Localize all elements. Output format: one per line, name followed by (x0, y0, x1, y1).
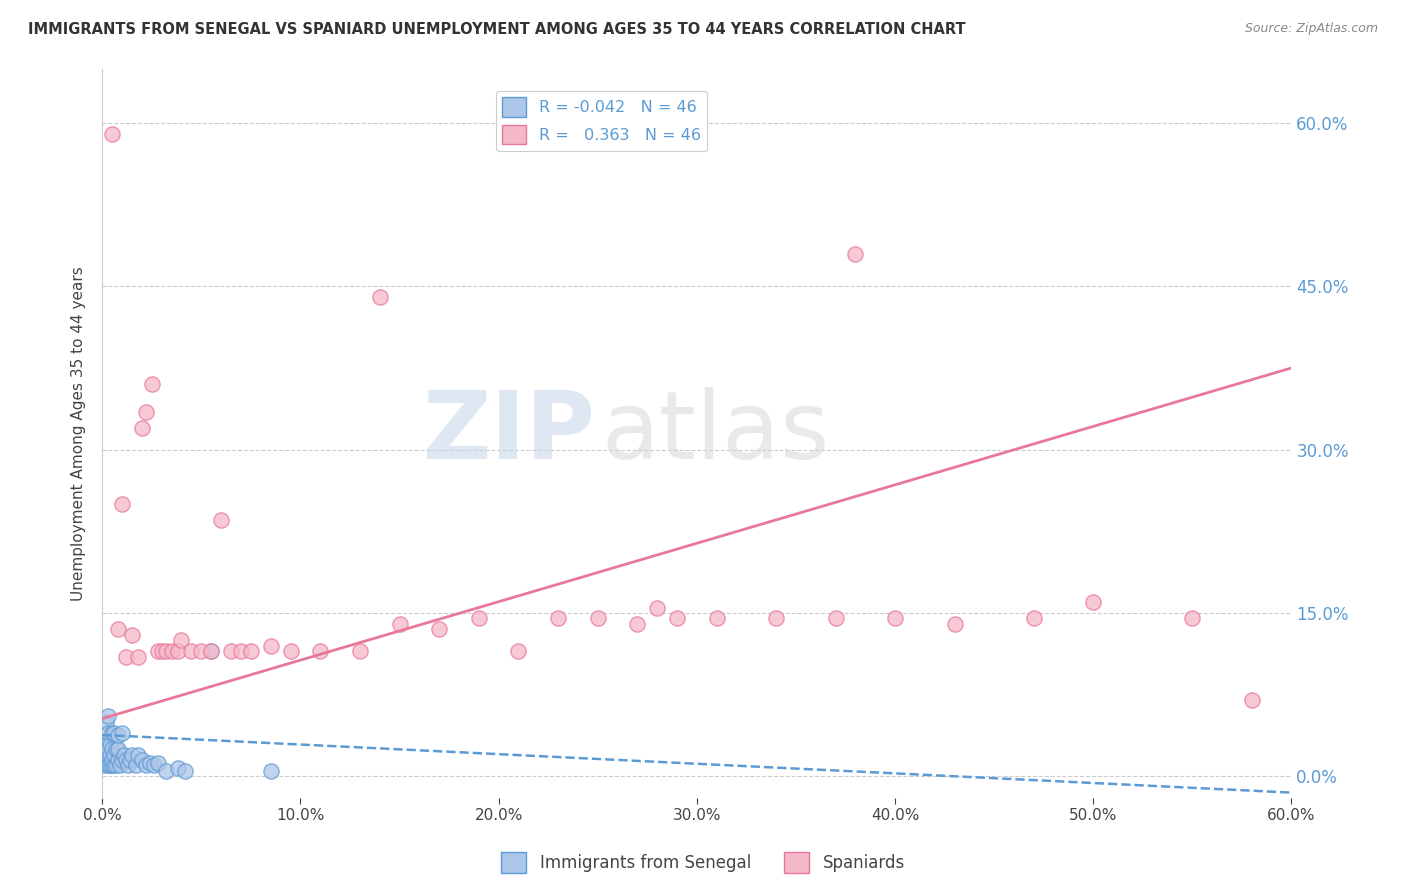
Point (229, 644, 252, 658)
Point (260, 639, 283, 653)
Point (139, 756, 162, 771)
Point (174, 764, 197, 778)
Point (260, 764, 283, 778)
Point (135, 758, 157, 772)
Point (131, 421, 153, 435)
Point (166, 644, 188, 658)
Point (118, 753, 141, 767)
Point (645, 600, 668, 615)
Point (146, 644, 169, 658)
Point (101, 758, 124, 772)
Point (101, 127, 124, 141)
Point (547, 611, 569, 625)
Point (101, 742, 124, 756)
Text: Source: ZipAtlas.com: Source: ZipAtlas.com (1244, 22, 1378, 36)
Y-axis label: Unemployment Among Ages 35 to 44 years: Unemployment Among Ages 35 to 44 years (72, 266, 86, 600)
Point (209, 513, 232, 527)
Point (97, 725, 120, 739)
Point (111, 725, 134, 739)
Point (349, 644, 371, 658)
Point (127, 649, 149, 664)
Point (98, 747, 121, 762)
Point (884, 611, 907, 625)
Point (280, 644, 302, 658)
Point (117, 758, 139, 772)
Point (1083, 595, 1105, 609)
Point (239, 644, 262, 658)
Point (142, 758, 165, 772)
Point (97, 758, 120, 772)
Point (1181, 611, 1204, 625)
Point (97, 742, 120, 756)
Point (93, 742, 115, 756)
Point (166, 761, 188, 775)
Point (111, 753, 134, 767)
Point (765, 611, 787, 625)
Point (93, 758, 115, 772)
Point (135, 404, 157, 418)
Point (666, 611, 689, 625)
Point (107, 742, 129, 756)
Point (112, 747, 135, 762)
Point (105, 742, 128, 756)
Text: IMMIGRANTS FROM SENEGAL VS SPANIARD UNEMPLOYMENT AMONG AGES 35 TO 44 YEARS CORRE: IMMIGRANTS FROM SENEGAL VS SPANIARD UNEM… (28, 22, 966, 37)
Point (127, 747, 149, 762)
Point (107, 622, 129, 636)
Point (508, 644, 530, 658)
Point (125, 758, 148, 772)
Point (101, 725, 124, 739)
Point (107, 728, 129, 742)
Point (105, 758, 128, 772)
Point (180, 644, 202, 658)
Point (844, 246, 866, 260)
Point (200, 644, 222, 658)
Point (98, 737, 121, 751)
Point (155, 764, 177, 778)
Point (103, 725, 125, 739)
Point (103, 758, 125, 772)
Point (111, 497, 134, 511)
Point (96, 737, 118, 751)
Point (1240, 693, 1263, 707)
Point (190, 644, 212, 658)
Point (103, 747, 125, 762)
Text: atlas: atlas (602, 387, 830, 479)
Point (219, 644, 242, 658)
Point (121, 628, 143, 642)
Point (155, 644, 177, 658)
Point (101, 753, 124, 767)
Point (96, 753, 118, 767)
Point (824, 611, 846, 625)
Point (98, 758, 121, 772)
Point (943, 616, 966, 631)
Point (200, 644, 222, 658)
Point (309, 644, 332, 658)
Point (427, 622, 450, 636)
Text: ZIP: ZIP (423, 387, 596, 479)
Point (97, 747, 120, 762)
Point (586, 611, 609, 625)
Point (388, 616, 411, 631)
Point (121, 747, 143, 762)
Point (468, 611, 491, 625)
Point (107, 753, 129, 767)
Point (108, 758, 131, 772)
Point (146, 756, 169, 771)
Point (150, 644, 173, 658)
Point (160, 644, 183, 658)
Point (131, 753, 153, 767)
Point (626, 616, 648, 631)
Point (170, 633, 193, 648)
Point (1022, 611, 1045, 625)
Legend: R = -0.042   N = 46, R =   0.363   N = 46: R = -0.042 N = 46, R = 0.363 N = 46 (496, 91, 707, 151)
Point (97, 709, 120, 723)
Point (141, 377, 163, 392)
Point (368, 290, 391, 304)
Point (91, 737, 114, 751)
Point (96, 714, 118, 729)
Point (706, 611, 728, 625)
Legend: Immigrants from Senegal, Spaniards: Immigrants from Senegal, Spaniards (495, 846, 911, 880)
Point (115, 649, 138, 664)
Point (115, 753, 138, 767)
